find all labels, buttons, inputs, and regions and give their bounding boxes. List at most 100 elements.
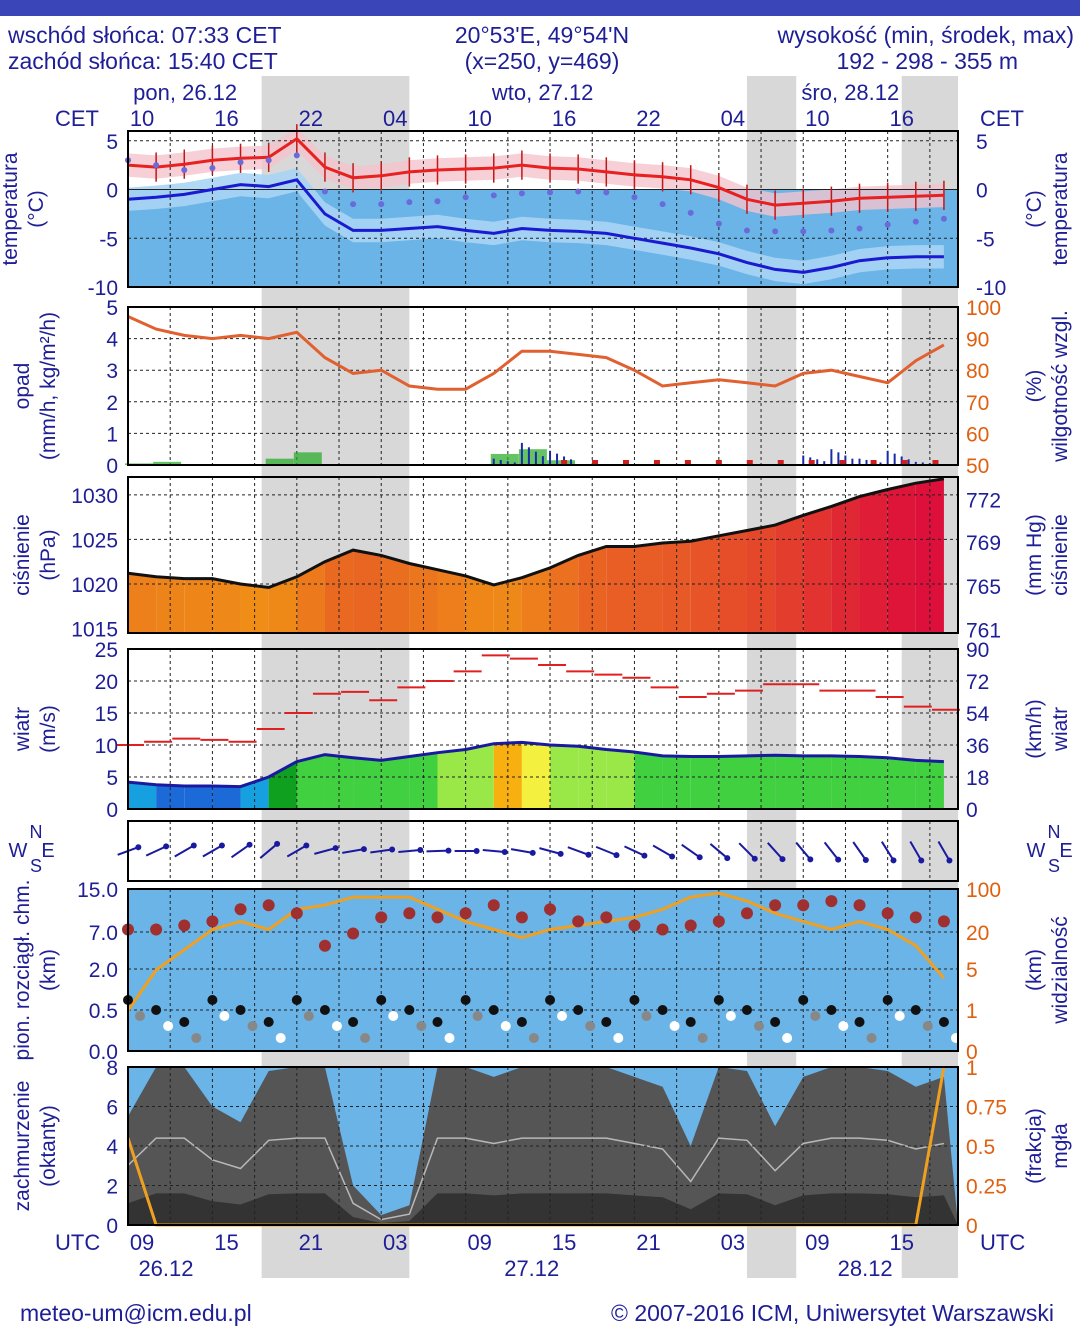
pressure-ylabel-line: (hPa) xyxy=(37,529,60,580)
precipitation-ytick: 3 xyxy=(106,360,118,383)
precip-type-marker xyxy=(684,460,691,465)
cloud-top-dot xyxy=(375,911,388,924)
visibility-ytick: 100 xyxy=(966,879,1001,902)
humidity-ylabel-line: wilgotność wzgl. xyxy=(1049,310,1072,463)
pressure-fill-segment xyxy=(353,550,382,633)
sensible-spread-band xyxy=(128,168,944,285)
precip-type-marker xyxy=(777,460,784,465)
humidity-ytick: 50 xyxy=(966,455,989,478)
pressure-fill-segment xyxy=(381,555,410,633)
dew-point-dot xyxy=(462,194,469,201)
precip-type-marker xyxy=(932,460,939,465)
wind-fill-segment xyxy=(128,782,157,809)
humidity-ytick: 70 xyxy=(966,392,989,415)
precipitation-frame xyxy=(127,306,959,466)
contact-email[interactable]: meteo-um@icm.edu.pl xyxy=(20,1300,252,1326)
temperature-ytick-right: 5 xyxy=(976,131,988,154)
visibility-ytick: 20 xyxy=(966,922,989,945)
visibility-ylabel-line: widzialność xyxy=(1049,916,1072,1024)
dew-point-dot xyxy=(772,228,779,235)
mid-cloud-line xyxy=(127,1137,945,1221)
cloud-top-dot xyxy=(600,911,613,924)
cloud-base-dot xyxy=(376,995,387,1005)
cloud-base-dot xyxy=(404,1005,415,1015)
cloud-base-dot xyxy=(866,1033,877,1043)
rain-bar xyxy=(265,458,294,465)
compass-right-s: S xyxy=(1048,856,1060,876)
cloud-base-dot xyxy=(854,1017,865,1027)
dew-point-dot xyxy=(659,201,666,208)
wind-arrow xyxy=(482,849,505,853)
wind-arrow xyxy=(259,843,278,859)
cloud-base-dot xyxy=(894,1011,905,1021)
cloud-base-dot xyxy=(275,1033,286,1043)
wind-fill-segment xyxy=(634,752,663,809)
compass-left-n: N xyxy=(30,822,43,842)
temperature-ylabel-right-line: temperatura xyxy=(1049,152,1072,266)
title-bar xyxy=(0,0,1080,16)
cloud-cover-ytick: 4 xyxy=(106,1136,118,1159)
wind-ytick-right: 72 xyxy=(966,671,989,694)
cloud-cover-ytick: 8 xyxy=(106,1057,118,1080)
dew-point-dot xyxy=(800,228,807,235)
cloud-top-dot xyxy=(853,899,866,912)
humidity-line xyxy=(127,315,945,391)
temperature-ytick: 5 xyxy=(106,131,118,154)
pressure-fill-segment xyxy=(831,496,860,633)
wind-arrow-head xyxy=(696,854,703,861)
altitude-label: wysokość (min, środek, max) xyxy=(777,22,1074,48)
temperature-ytick-right: -5 xyxy=(976,228,995,251)
wind-arrow xyxy=(652,844,673,858)
wind-fill-segment xyxy=(606,749,635,809)
cloud-base-dot xyxy=(500,1021,511,1031)
wind-arrow-head xyxy=(862,857,869,864)
precipitation-ylabel: opad (mm/h, kg/m²/h) xyxy=(11,312,60,460)
wind-arrow xyxy=(510,848,533,854)
cloud-base-dot xyxy=(488,1005,499,1015)
dew-point-dot xyxy=(687,209,694,216)
cloud-base-dot xyxy=(641,1011,652,1021)
date-label-bottom: 28.12 xyxy=(838,1256,893,1281)
wind-arrow xyxy=(681,843,701,859)
cloud-base-dot xyxy=(950,1033,961,1043)
temperature-frame xyxy=(127,130,959,288)
cloud-top-dot xyxy=(797,899,810,912)
wind-ylabel-line: (m/s) xyxy=(37,705,60,753)
cloud-base-dot xyxy=(882,995,893,1005)
pressure-fill-segment xyxy=(859,489,888,633)
date-label-bottom: 27.12 xyxy=(504,1256,559,1281)
wind-ytick: 15 xyxy=(95,703,118,726)
fog-ylabel-line: (frakcja) xyxy=(1023,1108,1046,1184)
fog-ytick: 0.75 xyxy=(966,1097,1007,1120)
wind-arrow xyxy=(174,844,195,858)
compass-right-e: E xyxy=(1059,840,1072,862)
wind-arrow-head xyxy=(163,843,170,850)
wind-arrow xyxy=(286,844,307,858)
wind-ytick-right: 36 xyxy=(966,735,989,758)
wind-arrow-head xyxy=(557,850,564,857)
wind-fill-segment xyxy=(296,754,325,809)
altitude-values: 192 - 298 - 355 m xyxy=(836,48,1018,74)
cloud-base-dot xyxy=(348,1017,359,1027)
cloud-top-dot xyxy=(234,903,247,916)
wind-arrow-head xyxy=(501,848,508,855)
wind-ytick: 0 xyxy=(106,799,118,822)
precip-type-marker xyxy=(870,460,877,465)
cloud-base-dot xyxy=(331,1021,342,1031)
rain-bar xyxy=(518,449,547,465)
dew-point-dot xyxy=(237,159,244,166)
wind-arrow xyxy=(709,843,728,859)
cloud-base-dot xyxy=(782,1033,793,1043)
cloud-base-dot xyxy=(219,1011,230,1021)
pressure-fill-segment xyxy=(268,576,297,633)
pressure-fill-segment xyxy=(465,575,494,633)
dew-point-dot xyxy=(265,157,272,164)
cloud-cover-ytick: 6 xyxy=(106,1097,118,1120)
wind-arrow-head xyxy=(389,846,396,853)
precip-type-marker xyxy=(808,460,815,465)
cloud-top-dot xyxy=(740,907,753,920)
cloud-top-dot xyxy=(769,899,782,912)
temperature-ytick-right: 0 xyxy=(976,180,988,203)
wind-ytick: 5 xyxy=(106,767,118,790)
cloud-base-dot xyxy=(319,1005,330,1015)
